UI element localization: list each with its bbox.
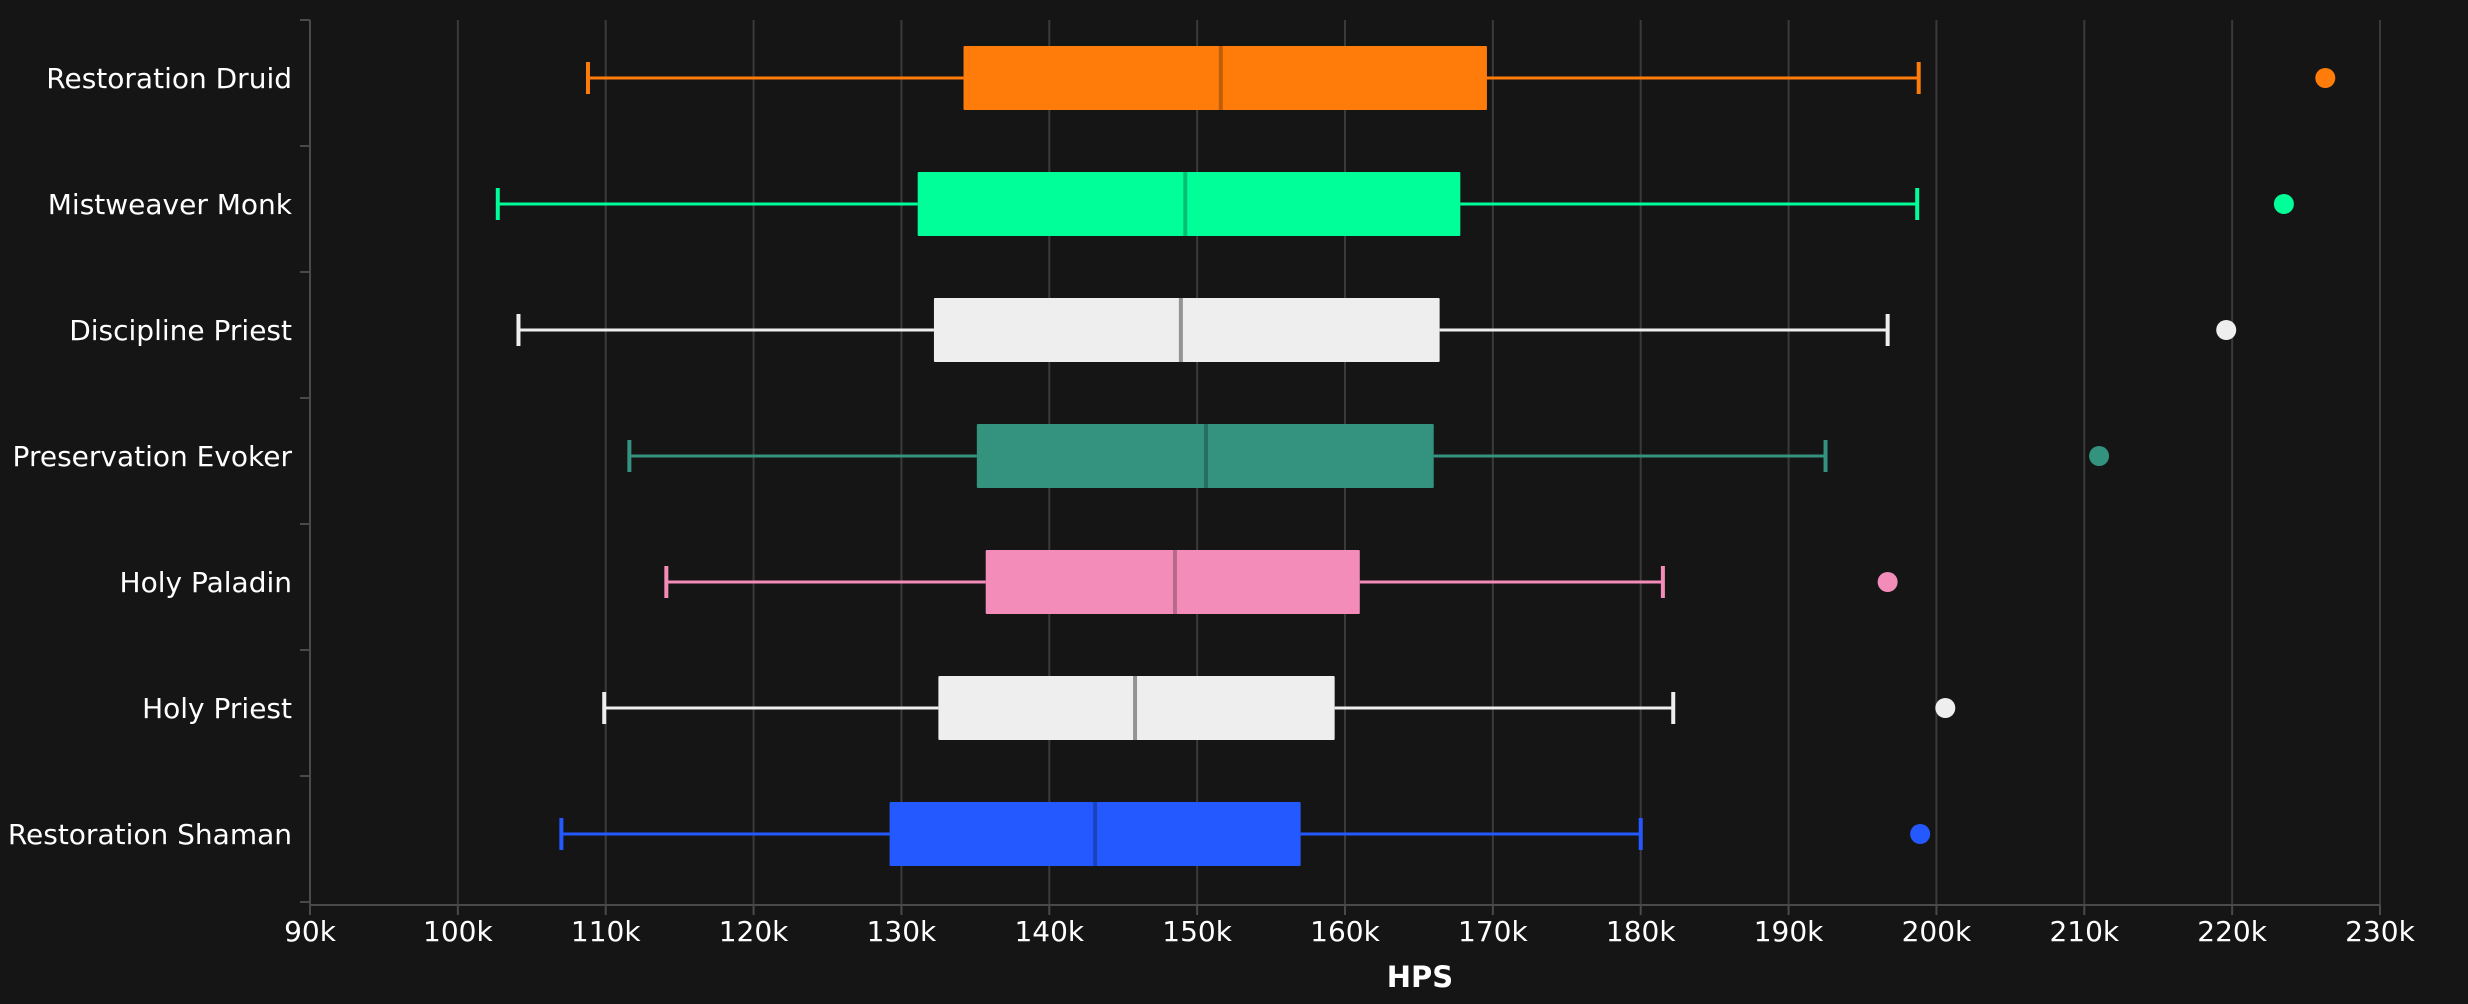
category-labels: Restoration Druid Mistweaver Monk Discipli… xyxy=(8,62,293,851)
x-tick-label: 130k xyxy=(867,915,937,948)
iqr-box xyxy=(917,172,1461,236)
box-holy-paladin xyxy=(664,550,1898,614)
x-tick-label: 170k xyxy=(1458,915,1528,948)
box-discipline-priest xyxy=(516,298,2237,362)
x-tick-label: 160k xyxy=(1310,915,1380,948)
outlier-point xyxy=(2089,446,2110,466)
x-tick-labels: 90k 100k 110k 120k 130k 140k 150k 160k 170k 180k 1… xyxy=(284,915,2416,948)
x-tick-label: 90k xyxy=(284,915,337,948)
x-tick-label: 120k xyxy=(719,915,789,948)
category-label: Restoration Shaman xyxy=(8,818,292,851)
outlier-point xyxy=(2315,68,2336,88)
x-tick-label: 200k xyxy=(1902,915,1972,948)
iqr-box xyxy=(963,46,1487,110)
box-series xyxy=(495,46,2336,866)
x-tick-label: 230k xyxy=(2345,915,2415,948)
outlier-point xyxy=(1935,698,1956,718)
category-label: Holy Priest xyxy=(142,692,292,725)
outlier-point xyxy=(2273,194,2294,214)
box-restoration-shaman xyxy=(559,802,1931,866)
outlier-point xyxy=(1877,572,1898,592)
outlier-point xyxy=(2216,320,2237,340)
x-tick-label: 190k xyxy=(1754,915,1824,948)
category-label: Discipline Priest xyxy=(69,314,292,347)
axes xyxy=(300,19,2381,915)
category-label: Holy Paladin xyxy=(120,566,292,599)
x-tick-label: 220k xyxy=(2197,915,2267,948)
x-tick-label: 140k xyxy=(1014,915,1084,948)
category-label: Restoration Druid xyxy=(46,62,292,95)
x-axis-title: HPS xyxy=(1387,960,1453,994)
x-tick-label: 100k xyxy=(423,915,493,948)
category-label: Preservation Evoker xyxy=(13,440,293,473)
box-holy-priest xyxy=(602,676,1956,740)
x-tick-label: 180k xyxy=(1606,915,1676,948)
x-tick-label: 210k xyxy=(2049,915,2119,948)
outlier-point xyxy=(1910,824,1931,844)
box-mistweaver-monk xyxy=(495,172,2294,236)
x-tick-label: 150k xyxy=(1162,915,1232,948)
category-label: Mistweaver Monk xyxy=(48,188,293,221)
iqr-box xyxy=(933,298,1440,362)
iqr-box xyxy=(985,550,1360,614)
box-preservation-evoker xyxy=(627,424,2110,488)
box-restoration-druid xyxy=(585,46,2336,110)
x-tick-label: 110k xyxy=(571,915,641,948)
